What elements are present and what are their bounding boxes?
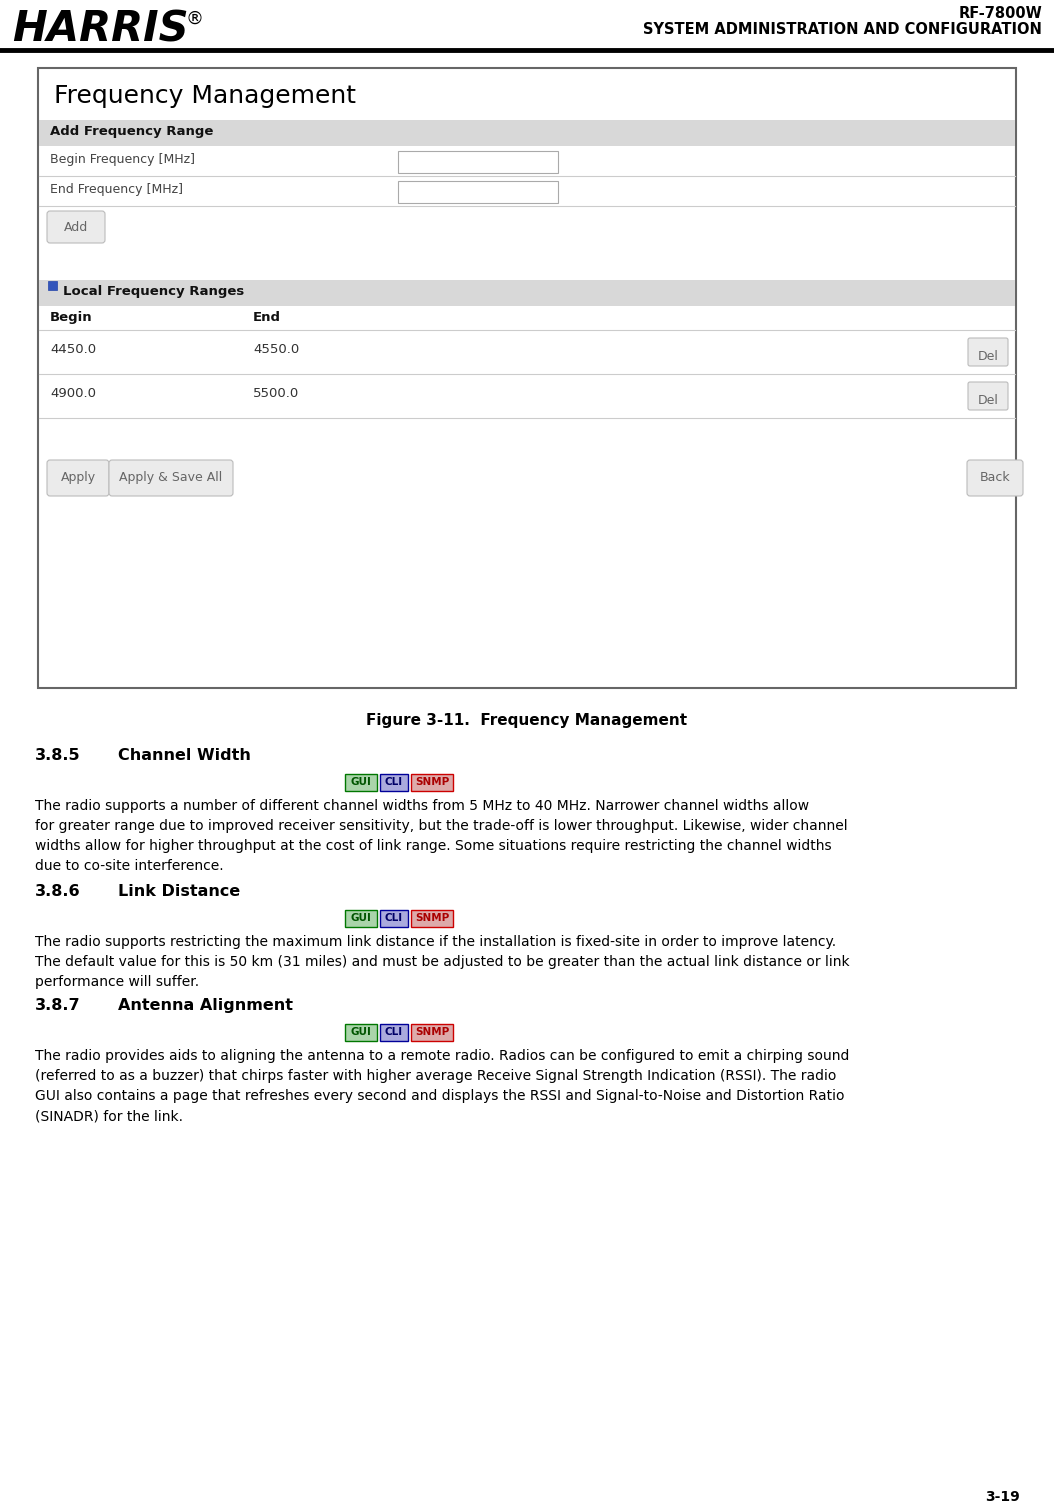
Text: End: End <box>253 312 281 324</box>
Text: End Frequency [MHz]: End Frequency [MHz] <box>50 184 183 196</box>
Bar <box>380 910 408 928</box>
FancyBboxPatch shape <box>47 459 109 495</box>
Text: Apply & Save All: Apply & Save All <box>119 471 222 483</box>
Text: CLI: CLI <box>385 913 403 923</box>
FancyBboxPatch shape <box>968 383 1008 410</box>
Text: ®: ® <box>186 11 203 29</box>
Text: 4450.0: 4450.0 <box>50 343 96 355</box>
Bar <box>411 910 453 928</box>
Text: The radio provides aids to aligning the antenna to a remote radio. Radios can be: The radio provides aids to aligning the … <box>35 1050 850 1123</box>
Bar <box>380 1024 408 1041</box>
Bar <box>48 282 57 291</box>
Text: The radio supports a number of different channel widths from 5 MHz to 40 MHz. Na: The radio supports a number of different… <box>35 800 847 873</box>
Text: 3-19: 3-19 <box>985 1489 1020 1504</box>
Text: CLI: CLI <box>385 777 403 788</box>
Text: CLI: CLI <box>385 1027 403 1038</box>
Text: 5500.0: 5500.0 <box>253 387 299 401</box>
Bar <box>398 151 558 173</box>
Text: RF-7800W: RF-7800W <box>958 6 1042 21</box>
Text: 3.8.7: 3.8.7 <box>35 998 80 1014</box>
Bar <box>345 774 377 791</box>
Text: Frequency Management: Frequency Management <box>54 84 356 108</box>
Text: Local Frequency Ranges: Local Frequency Ranges <box>63 285 245 298</box>
Bar <box>39 120 1015 146</box>
Text: GUI: GUI <box>351 913 371 923</box>
Text: Channel Width: Channel Width <box>118 748 251 764</box>
Text: Apply: Apply <box>60 471 96 483</box>
Text: The radio supports restricting the maximum link distance if the installation is : The radio supports restricting the maxim… <box>35 935 850 989</box>
Text: Begin: Begin <box>50 312 93 324</box>
Bar <box>380 774 408 791</box>
Bar <box>411 774 453 791</box>
Text: Antenna Alignment: Antenna Alignment <box>118 998 293 1014</box>
Bar <box>411 1024 453 1041</box>
Text: 4900.0: 4900.0 <box>50 387 96 401</box>
Text: SNMP: SNMP <box>415 1027 449 1038</box>
Text: GUI: GUI <box>351 1027 371 1038</box>
Text: Add: Add <box>64 221 89 233</box>
FancyBboxPatch shape <box>967 459 1023 495</box>
Text: Del: Del <box>977 395 998 407</box>
Text: 3.8.6: 3.8.6 <box>35 884 80 899</box>
FancyBboxPatch shape <box>968 337 1008 366</box>
Text: Back: Back <box>979 471 1011 483</box>
Text: Link Distance: Link Distance <box>118 884 240 899</box>
Text: Del: Del <box>977 349 998 363</box>
Text: 4550.0: 4550.0 <box>253 343 299 355</box>
FancyBboxPatch shape <box>47 211 105 242</box>
Text: GUI: GUI <box>351 777 371 788</box>
Text: SYSTEM ADMINISTRATION AND CONFIGURATION: SYSTEM ADMINISTRATION AND CONFIGURATION <box>643 23 1042 38</box>
Bar <box>38 68 1016 688</box>
Bar <box>345 1024 377 1041</box>
Bar <box>398 181 558 203</box>
Text: SNMP: SNMP <box>415 913 449 923</box>
Text: 3.8.5: 3.8.5 <box>35 748 80 764</box>
Text: Begin Frequency [MHz]: Begin Frequency [MHz] <box>50 154 195 166</box>
Text: Add Frequency Range: Add Frequency Range <box>50 125 213 139</box>
Bar <box>39 280 1015 306</box>
Text: SNMP: SNMP <box>415 777 449 788</box>
Bar <box>345 910 377 928</box>
Text: HARRIS: HARRIS <box>12 8 189 50</box>
FancyBboxPatch shape <box>109 459 233 495</box>
Text: Figure 3-11.  Frequency Management: Figure 3-11. Frequency Management <box>367 712 687 727</box>
